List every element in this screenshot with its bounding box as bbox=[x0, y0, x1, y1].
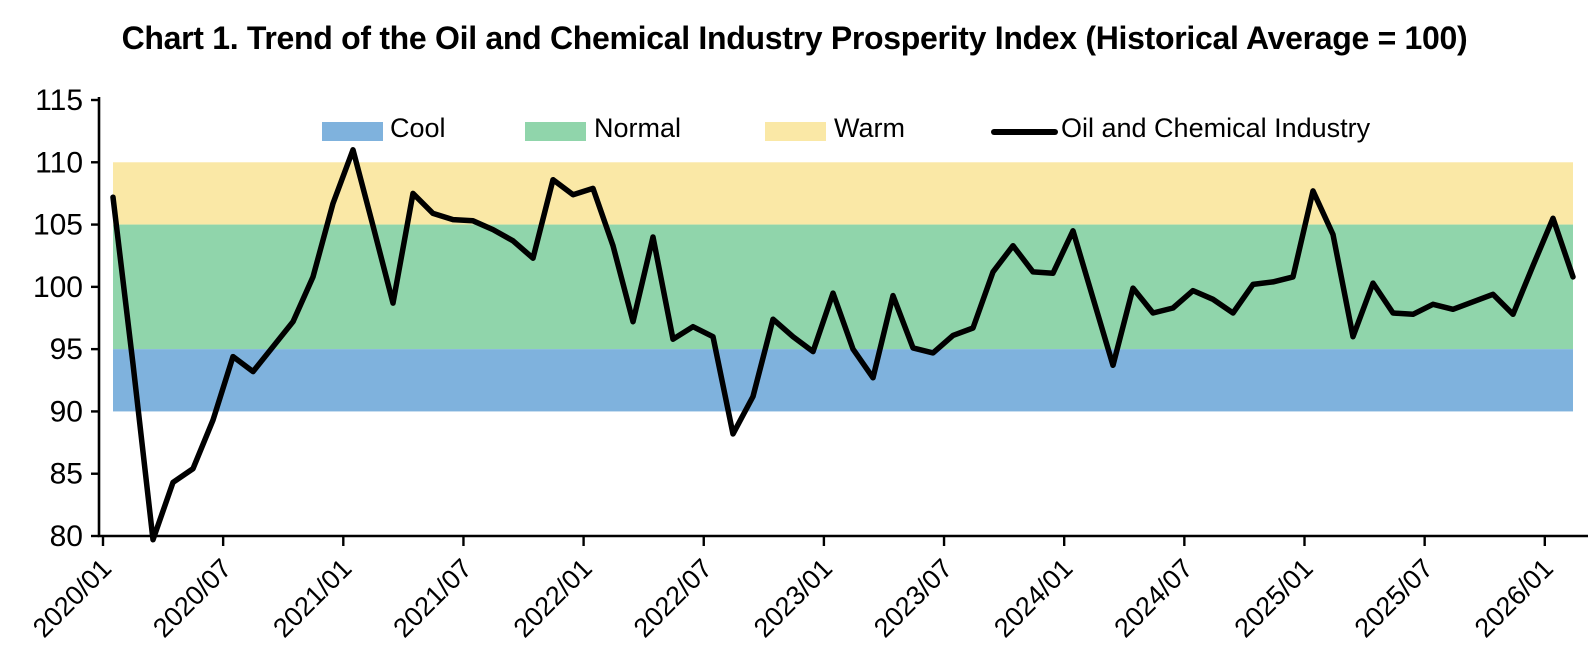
x-tick-label: 2023/01 bbox=[748, 553, 838, 643]
band-cool bbox=[113, 349, 1573, 412]
x-tick-label: 2025/01 bbox=[1229, 553, 1319, 643]
legend-label-series: Oil and Chemical Industry bbox=[1061, 113, 1371, 143]
legend-swatch-warm bbox=[765, 122, 826, 141]
chart-title: Chart 1. Trend of the Oil and Chemical I… bbox=[121, 20, 1468, 56]
y-tick-label: 110 bbox=[35, 146, 83, 179]
y-tick-label: 100 bbox=[33, 271, 83, 304]
legend-label-warm: Warm bbox=[834, 113, 905, 143]
legend-swatch-cool bbox=[322, 122, 383, 141]
y-tick-label: 105 bbox=[33, 209, 83, 242]
x-tick-label: 2021/07 bbox=[387, 553, 477, 643]
legend-line-swatch-series bbox=[991, 129, 1058, 135]
legend-label-normal: Normal bbox=[594, 113, 682, 143]
y-tick-label: 85 bbox=[50, 458, 83, 491]
y-tick-label: 80 bbox=[50, 520, 83, 553]
series-line-oil-and-chemical-industry bbox=[110, 147, 1576, 543]
y-tick-label: 95 bbox=[50, 333, 83, 366]
legend-swatch-normal bbox=[525, 122, 586, 141]
y-tick-label: 90 bbox=[50, 395, 83, 428]
x-tick-label: 2022/01 bbox=[508, 553, 598, 643]
x-tick-label: 2024/07 bbox=[1108, 553, 1198, 643]
x-tick-label: 2024/01 bbox=[988, 553, 1078, 643]
y-tick-label: 115 bbox=[35, 84, 83, 117]
x-tick-label: 2021/01 bbox=[267, 553, 357, 643]
x-tick-label: 2022/07 bbox=[628, 553, 718, 643]
x-tick-label: 2020/07 bbox=[147, 553, 237, 643]
x-tick-label: 2026/01 bbox=[1469, 553, 1559, 643]
legend-label-cool: Cool bbox=[390, 113, 446, 143]
x-tick-label: 2020/01 bbox=[27, 553, 117, 643]
x-tick-label: 2025/07 bbox=[1349, 553, 1439, 643]
x-tick-label: 2023/07 bbox=[868, 553, 958, 643]
